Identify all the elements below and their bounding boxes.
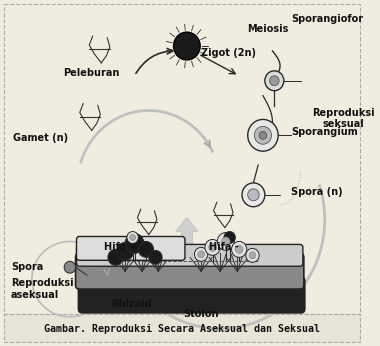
Bar [4, 314, 360, 342]
FancyBboxPatch shape [76, 236, 185, 260]
Circle shape [242, 183, 265, 207]
Text: Spora (n): Spora (n) [291, 187, 343, 197]
FancyBboxPatch shape [78, 277, 305, 313]
Text: Sporangium: Sporangium [291, 127, 358, 137]
Circle shape [174, 32, 200, 60]
Text: Rhizoid: Rhizoid [111, 299, 152, 309]
Circle shape [269, 76, 279, 86]
Circle shape [259, 131, 267, 139]
Circle shape [149, 251, 162, 264]
Circle shape [195, 247, 208, 261]
Text: Hifa -: Hifa - [209, 243, 239, 252]
Circle shape [222, 237, 230, 246]
Circle shape [246, 248, 259, 262]
FancyBboxPatch shape [76, 244, 303, 266]
Circle shape [64, 261, 76, 273]
Text: Hifa +: Hifa + [104, 243, 138, 252]
Circle shape [265, 71, 284, 91]
Circle shape [248, 189, 259, 201]
Circle shape [254, 126, 271, 144]
Circle shape [116, 243, 134, 260]
Circle shape [108, 249, 123, 265]
Circle shape [248, 119, 278, 151]
Text: Meiosis: Meiosis [247, 24, 288, 34]
Circle shape [249, 252, 256, 259]
Text: Gambar. Reproduksi Secara Aseksual dan Seksual: Gambar. Reproduksi Secara Aseksual dan S… [44, 324, 320, 334]
FancyArrowPatch shape [176, 217, 198, 252]
Circle shape [138, 242, 154, 257]
Text: Reproduksi
aseksual: Reproduksi aseksual [11, 278, 73, 300]
Circle shape [125, 234, 144, 253]
Circle shape [209, 244, 216, 251]
Circle shape [224, 231, 235, 244]
Circle shape [127, 231, 138, 244]
Text: Sporangiofor: Sporangiofor [291, 14, 364, 24]
Circle shape [198, 251, 204, 258]
Text: Peleburan: Peleburan [63, 68, 120, 78]
Circle shape [217, 233, 234, 251]
Circle shape [130, 235, 136, 240]
Circle shape [235, 245, 243, 253]
Circle shape [231, 242, 247, 257]
Text: Gamet (n): Gamet (n) [13, 133, 68, 143]
FancyBboxPatch shape [76, 253, 304, 289]
Text: Stolon: Stolon [184, 309, 219, 319]
Text: Spora: Spora [11, 262, 43, 272]
Text: Zigot (2n): Zigot (2n) [201, 48, 256, 58]
Text: Reproduksi
seksual: Reproduksi seksual [312, 108, 375, 129]
Circle shape [205, 239, 220, 255]
